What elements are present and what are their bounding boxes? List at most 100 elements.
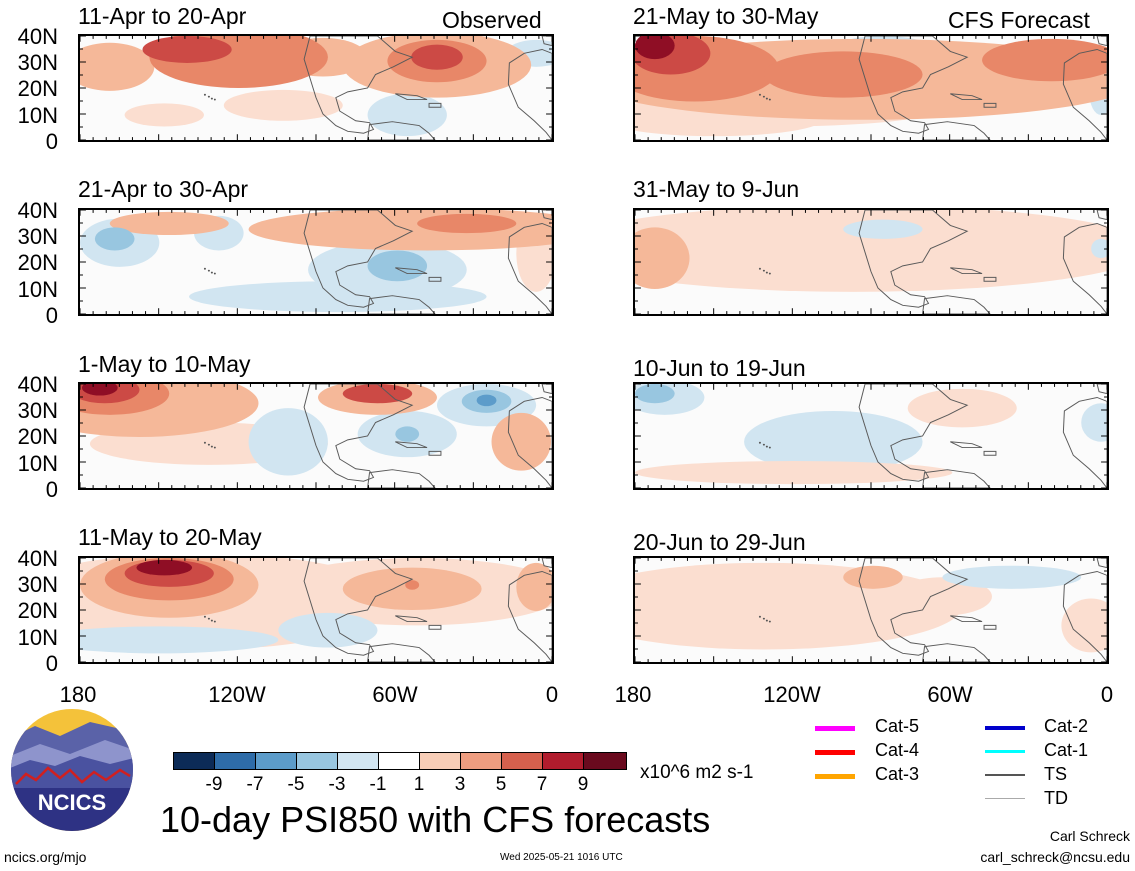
coastline (507, 396, 552, 488)
colorbar-box (296, 752, 338, 770)
coastline (983, 276, 997, 282)
map-svg (635, 210, 1107, 314)
island (210, 445, 213, 448)
island (768, 446, 771, 449)
island (210, 271, 213, 274)
coastline (858, 384, 969, 482)
main-title: 10-day PSI850 with CFS forecasts (160, 799, 711, 840)
map-svg (635, 36, 1107, 140)
map-svg (80, 384, 552, 488)
panel-title: 11-Apr to 20-Apr (78, 3, 247, 29)
lon-label: 180 (614, 682, 652, 707)
coastline (983, 450, 997, 456)
island (207, 443, 210, 446)
anomaly-contour (189, 281, 487, 313)
colorbar-units: x10^6 m2 s-1 (640, 762, 754, 783)
coastline (950, 441, 983, 449)
anomaly-contour (278, 612, 378, 648)
lat-label: 20N (17, 250, 58, 275)
anomaly-contour (136, 559, 193, 576)
coastline (983, 624, 997, 630)
coastline (367, 643, 436, 662)
island (210, 619, 213, 622)
coastline (428, 276, 442, 282)
logo-text: NCICS (38, 790, 106, 815)
coastline (507, 222, 552, 314)
anomaly-contour (763, 51, 923, 98)
lon-label: 0 (1100, 682, 1114, 707)
coastline (395, 615, 428, 623)
lat-label: 20N (17, 598, 58, 623)
lat-label: 0 (45, 129, 58, 154)
colorbar-box (501, 752, 543, 770)
coastline (950, 615, 983, 623)
colorbar-box (419, 752, 461, 770)
anomaly-contour (843, 219, 923, 239)
coastline (303, 210, 414, 308)
lat-label: 30N (17, 224, 58, 249)
lat-label: 10N (17, 277, 58, 302)
colorbar-label: -7 (246, 774, 264, 795)
lon-label: 180 (59, 682, 97, 707)
anomaly-contour (982, 38, 1107, 82)
island (758, 441, 761, 444)
legend-label: Cat-5 (875, 716, 920, 736)
anomaly-contour (142, 36, 232, 63)
island (768, 98, 771, 101)
panel-title: 11-May to 20-May (78, 524, 262, 550)
lat-label: 30N (17, 50, 58, 75)
lon-label: 0 (545, 682, 559, 707)
lat-label: 20N (17, 424, 58, 449)
coastline (858, 210, 969, 308)
legend-line (985, 798, 1025, 799)
legend-line (815, 774, 855, 779)
anomaly-contour (81, 384, 118, 396)
anomaly-contour (1081, 403, 1107, 442)
storm-legend: Cat-5 Cat-4 Cat-3 Cat-2 Cat-1 TS TD (815, 716, 1135, 816)
island (765, 97, 768, 100)
lat-label: 40N (17, 546, 58, 571)
lat-label: 30N (17, 398, 58, 423)
legend-label: TS (1044, 764, 1068, 784)
anomaly-contour (411, 44, 463, 70)
author-email[interactable]: carl_schreck@ncsu.edu (980, 849, 1130, 865)
coastline (507, 570, 552, 662)
island (213, 272, 216, 275)
colorbar-box (460, 752, 502, 770)
anomaly-contour (744, 410, 923, 473)
island (207, 617, 210, 620)
anomaly-contour (491, 412, 552, 471)
anomaly-contour (417, 213, 517, 234)
anomaly-contour (863, 226, 1042, 275)
panel-title: 10-Jun to 19-Jun (633, 355, 806, 381)
colorbar-box (255, 752, 297, 770)
source-url[interactable]: ncics.org/mjo (4, 849, 87, 865)
coastline (922, 469, 991, 488)
island (768, 272, 771, 275)
lat-label: 0 (45, 303, 58, 328)
timestamp: Wed 2025-05-21 1016 UTC (500, 852, 623, 863)
anomaly-contour (248, 408, 328, 476)
colorbar-box (337, 752, 379, 770)
coastline (1062, 48, 1107, 140)
coastline (1096, 558, 1107, 569)
map-panel (633, 34, 1109, 142)
island (765, 619, 768, 622)
legend-line (815, 726, 855, 731)
anomaly-contour (635, 461, 953, 485)
coastline (1096, 36, 1107, 47)
anomaly-contour (892, 577, 992, 616)
panel-title: 21-Apr to 30-Apr (78, 176, 249, 202)
map-panel (633, 208, 1109, 316)
lat-label: 20N (17, 76, 58, 101)
coastline (541, 36, 552, 47)
coastline (541, 558, 552, 569)
coastline (858, 36, 969, 134)
ncics-logo-graphic: NCICS (11, 709, 133, 831)
coastline (922, 121, 991, 140)
colorbar-box (542, 752, 584, 770)
coastline (922, 643, 991, 662)
anomaly-contour (94, 227, 135, 251)
cfs-forecast-label: CFS Forecast (948, 7, 1090, 33)
lon-label: 60W (927, 682, 973, 707)
